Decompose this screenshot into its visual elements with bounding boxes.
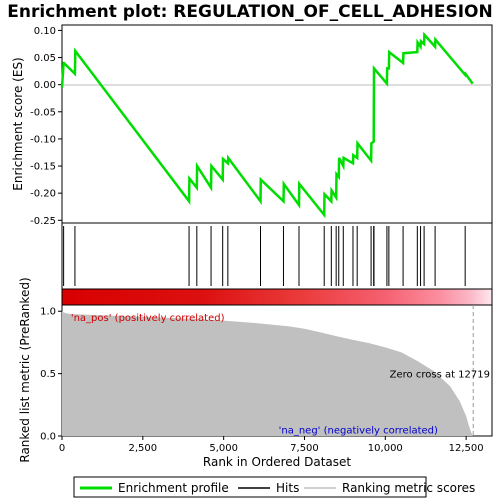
metric-x-tick-label: 0 xyxy=(59,443,65,454)
legend: Enrichment profile Hits Ranking metric s… xyxy=(73,476,475,498)
zero-cross-label: Zero cross at 12719 xyxy=(390,370,490,381)
hits-panel xyxy=(61,222,493,290)
metric-x-tick-label: 7,500 xyxy=(290,443,319,454)
es-y-ticks: 0.10 0.05 0.00 -0.05 -0.10 -0.15 -0.20 -0.25 xyxy=(30,26,62,227)
hits-plot-frame xyxy=(61,222,493,290)
metric-y-axis-title: Ranked list metric (PreRanked) xyxy=(18,277,32,462)
negative-correlation-label: 'na_neg' (negatively correlated) xyxy=(279,426,438,437)
metric-y-tick-label: 0.5 xyxy=(40,369,56,380)
hit-lines xyxy=(63,226,466,286)
ranking-metric-area xyxy=(62,311,473,436)
metric-y-tick-label: 1.0 xyxy=(40,307,56,318)
ranked-metric-panel: 0.0 0.5 1.0 0 2,500 5,000 7,500 10,000 12,500 '… xyxy=(18,277,493,469)
metric-x-tick-label: 12,500 xyxy=(449,443,484,454)
es-y-tick-label: -0.25 xyxy=(30,216,56,227)
legend-enrichment-label: Enrichment profile xyxy=(118,481,229,495)
es-y-tick-label: -0.20 xyxy=(30,189,56,200)
es-y-tick-label: -0.10 xyxy=(30,134,56,145)
metric-x-tick-label: 10,000 xyxy=(368,443,403,454)
legend-hits-label: Hits xyxy=(276,481,299,495)
es-y-tick-label: 0.05 xyxy=(34,53,56,64)
metric-x-tick-label: 5,000 xyxy=(209,443,238,454)
metric-x-axis-title: Rank in Ordered Dataset xyxy=(203,455,351,469)
es-y-tick-label: -0.15 xyxy=(30,162,56,173)
es-y-axis-title: Enrichment score (ES) xyxy=(11,57,25,190)
es-y-tick-label: -0.05 xyxy=(30,107,56,118)
legend-box xyxy=(73,476,427,498)
legend-ranking-label: Ranking metric scores xyxy=(342,481,475,495)
rank-colour-bar xyxy=(61,288,493,306)
es-plot-frame xyxy=(61,24,493,224)
metric-y-ticks: 0.0 0.5 1.0 xyxy=(40,307,62,443)
plot-title: Enrichment plot: REGULATION_OF_CELL_ADHE… xyxy=(7,2,493,22)
metric-x-ticks: 0 2,500 5,000 7,500 10,000 12,500 xyxy=(59,436,484,454)
positive-correlation-label: 'na_pos' (positively correlated) xyxy=(71,313,225,324)
metric-x-tick-label: 2,500 xyxy=(129,443,158,454)
es-y-tick-label: 0.10 xyxy=(34,26,56,37)
metric-y-tick-label: 0.0 xyxy=(40,432,56,443)
enrichment-score-panel: 0.10 0.05 0.00 -0.05 -0.10 -0.15 -0.20 -0.25 En… xyxy=(11,24,493,227)
es-y-tick-label: 0.00 xyxy=(34,80,56,91)
es-enrichment-profile-line xyxy=(60,31,474,219)
rank-colour-gradient xyxy=(61,288,493,306)
